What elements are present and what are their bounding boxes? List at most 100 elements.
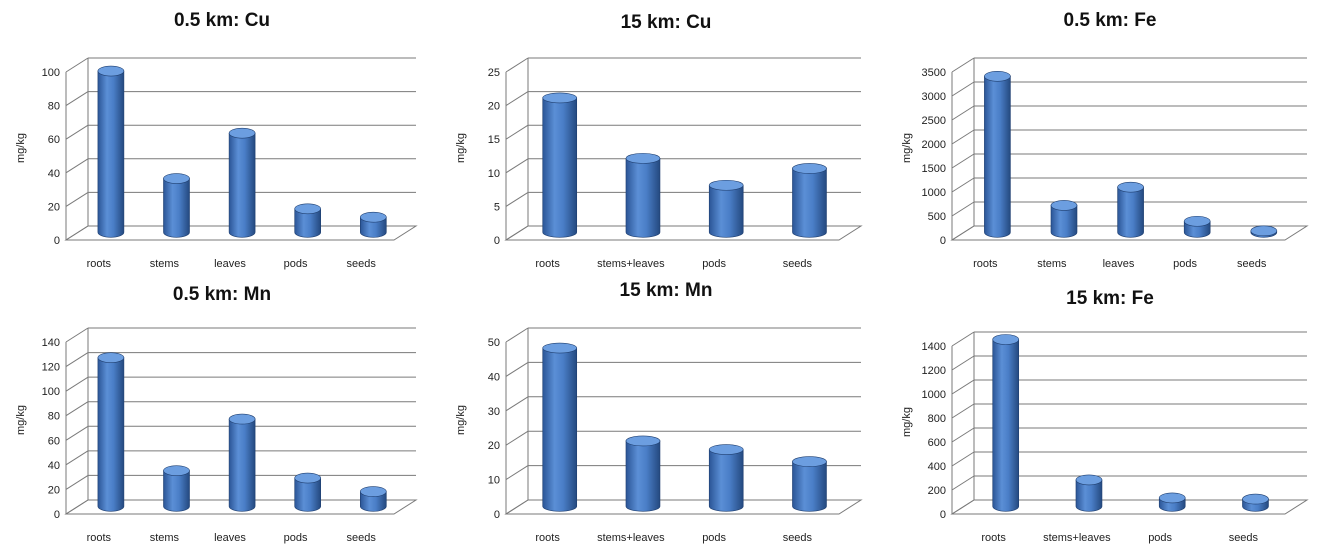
bar-top [228, 127, 256, 139]
y-tick-label: 3500 [922, 67, 946, 79]
x-tick-label: pods [284, 532, 308, 544]
bar-top [708, 179, 744, 191]
x-tick-label: seeds [1237, 258, 1267, 270]
chart-floor [504, 499, 863, 515]
y-tick-label: 1500 [922, 163, 946, 175]
x-tick-label: pods [284, 258, 308, 270]
bar [228, 418, 256, 512]
x-tick-label: stems [1037, 258, 1067, 270]
gridline-depth [65, 376, 89, 392]
bar-top [625, 153, 661, 164]
chart-svg: 15 km: Cu 0 5 10 15 20 25 mg/kg roots stems+leave… [455, 12, 863, 270]
y-tick-label: 1000 [922, 187, 946, 199]
bar [542, 347, 578, 512]
y-tick-label: 30 [488, 406, 500, 418]
gridline-depth [951, 129, 975, 145]
gridline-depth [951, 81, 975, 97]
y-tick-label: 500 [928, 211, 946, 223]
y-axis-label: mg/kg [455, 133, 467, 163]
y-tick-label: 0 [940, 235, 946, 247]
chart-title: 0.5 km: Cu [174, 10, 270, 31]
x-tick-label: pods [702, 258, 726, 270]
chart-floor [950, 225, 1309, 241]
y-tick-label: 80 [48, 101, 60, 113]
x-tick-label: stems+leaves [597, 532, 665, 544]
y-tick-label: 60 [48, 435, 60, 447]
bar-top [792, 456, 827, 467]
gridline-depth [951, 427, 975, 443]
bar-top [792, 163, 827, 174]
chart-title: 15 km: Fe [1066, 288, 1154, 309]
gridline-depth [505, 361, 529, 377]
bar-top [294, 203, 322, 215]
y-axis-label: mg/kg [15, 133, 27, 163]
x-tick-label: seeds [783, 258, 813, 270]
bar [228, 132, 256, 238]
chart-svg: 0.5 km: Mn 0 20 40 60 80 100 120 140 mg/kg roots st… [15, 284, 418, 544]
chart-panel-mn-near: 0.5 km: Mn 0 20 40 60 80 100 120 140 mg/kg roots st… [0, 274, 444, 548]
y-tick-label: 40 [48, 460, 60, 472]
gridline-depth [65, 475, 89, 490]
y-tick-label: 20 [48, 484, 60, 496]
bar-top [163, 173, 190, 184]
bar [163, 470, 190, 512]
gridline-depth [505, 57, 529, 73]
bar [625, 158, 661, 238]
bar-top [542, 92, 578, 104]
gridline-depth [65, 191, 89, 207]
chart-title: 15 km: Cu [621, 12, 712, 33]
bar-top [163, 465, 190, 476]
y-tick-label: 100 [42, 386, 60, 398]
y-tick-label: 200 [928, 485, 946, 497]
x-tick-label: seeds [1229, 532, 1259, 544]
bar [792, 168, 827, 238]
gridline-depth [951, 105, 975, 121]
gridline-depth [505, 396, 529, 412]
gridline-depth [65, 425, 89, 441]
bar-top [1242, 493, 1269, 505]
y-tick-label: 0 [54, 509, 60, 521]
bar-top [228, 413, 256, 425]
y-tick-label: 5 [494, 201, 500, 213]
x-tick-label: seeds [783, 532, 813, 544]
gridline-depth [951, 153, 975, 169]
y-tick-label: 100 [42, 67, 60, 79]
y-axis-label: mg/kg [455, 405, 467, 435]
x-tick-label: seeds [347, 532, 377, 544]
y-tick-label: 3000 [922, 91, 946, 103]
bar-top [97, 352, 125, 363]
x-tick-label: stems [150, 258, 180, 270]
chart-title: 0.5 km: Fe [1064, 10, 1157, 31]
bar-top [708, 444, 744, 455]
bar-top [294, 472, 322, 484]
gridline-depth [65, 352, 89, 367]
gridline-depth [505, 191, 529, 207]
chart-svg: 0.5 km: Cu 0 20 40 60 80 100 mg/kg roots stems lea… [15, 10, 418, 270]
chart-floor [64, 499, 418, 515]
x-tick-label: pods [1173, 258, 1197, 270]
gridline-depth [951, 379, 975, 395]
x-tick-label: roots [973, 258, 998, 270]
y-tick-label: 20 [48, 201, 60, 213]
x-tick-label: seeds [347, 258, 377, 270]
gridline-depth [65, 124, 89, 140]
bar [1075, 479, 1103, 512]
bar [992, 339, 1020, 512]
x-tick-label: roots [535, 532, 560, 544]
x-tick-label: leaves [214, 532, 246, 544]
bar-top [1075, 474, 1103, 486]
bar [163, 178, 190, 238]
y-tick-label: 1400 [922, 341, 946, 353]
gridline-depth [505, 158, 529, 174]
chart-title: 0.5 km: Mn [173, 284, 271, 305]
bar [708, 184, 744, 238]
bar [97, 357, 125, 512]
chart-floor [504, 225, 863, 241]
bar [97, 70, 125, 238]
x-tick-label: roots [535, 258, 560, 270]
y-tick-label: 1200 [922, 365, 946, 377]
chart-title: 15 km: Mn [620, 280, 713, 301]
bar-top [984, 71, 1011, 82]
y-tick-label: 0 [54, 235, 60, 247]
y-tick-label: 0 [940, 509, 946, 521]
